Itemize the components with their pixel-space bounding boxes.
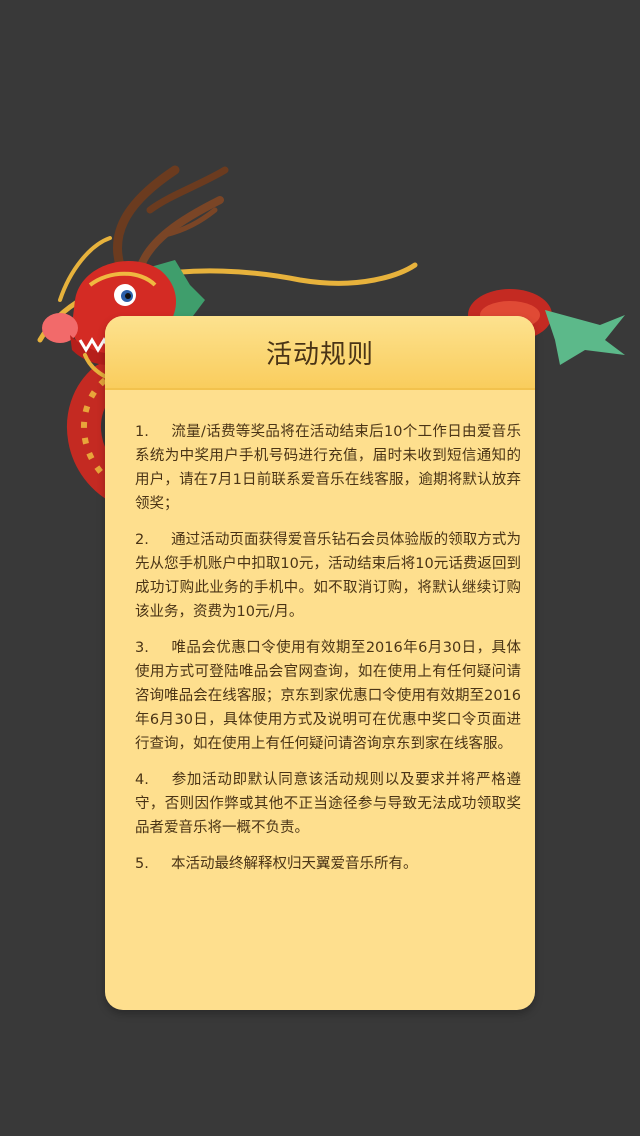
rule-number: 5. [135, 856, 149, 872]
rule-text: 通过活动页面获得爱音乐钻石会员体验版的领取方式为先从您手机账户中扣取10元，活动… [135, 532, 521, 620]
rule-number: 3. [135, 640, 149, 656]
rules-list: 1. 流量/话费等奖品将在活动结束后10个工作日由爱音乐系统为中奖用户手机号码进行… [105, 390, 535, 876]
rule-item: 4. 参加活动即默认同意该活动规则以及要求并将严格遵守，否则因作弊或其他不正当途径… [135, 768, 521, 840]
card-header: 活动规则 [105, 316, 535, 390]
rule-number: 4. [135, 772, 149, 788]
rule-text: 唯品会优惠口令使用有效期至2016年6月30日，具体使用方式可登陆唯品会官网查询… [135, 640, 521, 752]
rule-number: 2. [135, 532, 149, 548]
rules-card: 活动规则 1. 流量/话费等奖品将在活动结束后10个工作日由爱音乐系统为中奖用户手… [105, 316, 535, 1010]
rule-item: 1. 流量/话费等奖品将在活动结束后10个工作日由爱音乐系统为中奖用户手机号码进行… [135, 420, 521, 516]
rule-item: 2. 通过活动页面获得爱音乐钻石会员体验版的领取方式为先从您手机账户中扣取10元，… [135, 528, 521, 624]
rule-text: 本活动最终解释权归天翼爱音乐所有。 [171, 856, 418, 872]
rule-text: 流量/话费等奖品将在活动结束后10个工作日由爱音乐系统为中奖用户手机号码进行充值… [135, 424, 521, 512]
card-title: 活动规则 [265, 339, 374, 370]
rule-item: 3. 唯品会优惠口令使用有效期至2016年6月30日，具体使用方式可登陆唯品会官网… [135, 636, 521, 756]
rule-item: 5. 本活动最终解释权归天翼爱音乐所有。 [135, 852, 521, 876]
rule-text: 参加活动即默认同意该活动规则以及要求并将严格遵守，否则因作弊或其他不正当途径参与… [135, 772, 521, 836]
rule-number: 1. [135, 424, 149, 440]
